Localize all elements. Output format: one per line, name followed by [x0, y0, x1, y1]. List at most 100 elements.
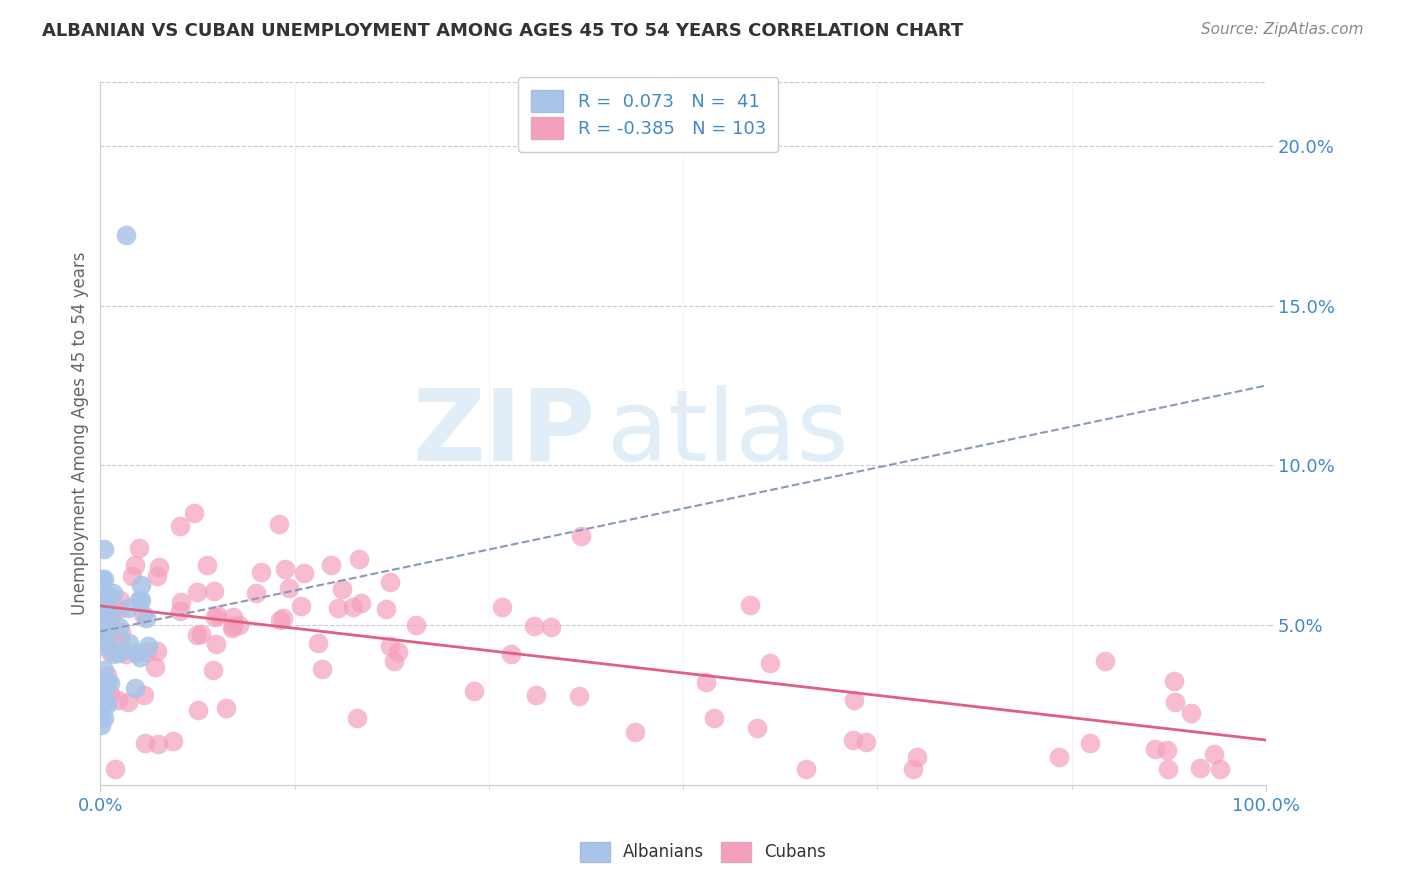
Point [108, 646, 131, 660]
Point [90, 698, 112, 713]
Point [90, 614, 112, 628]
Legend: Albanians, Cubans: Albanians, Cubans [571, 833, 835, 871]
Point [311, 662, 333, 676]
Point [146, 643, 169, 657]
Point [101, 647, 124, 661]
Point [1047, 750, 1070, 764]
Point [117, 601, 139, 615]
Point [90, 638, 112, 652]
Text: ZIP: ZIP [413, 385, 596, 482]
Point [501, 647, 523, 661]
Point [94, 600, 117, 615]
Point [375, 601, 398, 615]
Point [330, 582, 353, 596]
Point [215, 701, 238, 715]
Point [128, 592, 150, 607]
Point [134, 736, 156, 750]
Point [1157, 762, 1180, 776]
Point [101, 585, 124, 599]
Point [135, 645, 157, 659]
Point [278, 582, 301, 596]
Point [104, 762, 127, 776]
Point [186, 585, 208, 599]
Point [347, 551, 370, 566]
Point [93, 663, 115, 677]
Point [202, 583, 225, 598]
Point [274, 562, 297, 576]
Point [526, 689, 548, 703]
Point [267, 517, 290, 532]
Point [201, 663, 224, 677]
Point [378, 575, 401, 590]
Point [346, 711, 368, 725]
Point [143, 659, 166, 673]
Point [129, 650, 152, 665]
Point [93, 622, 115, 636]
Point [842, 733, 865, 747]
Point [794, 762, 817, 776]
Point [183, 506, 205, 520]
Point [1078, 736, 1101, 750]
Point [90, 578, 112, 592]
Point [271, 611, 294, 625]
Point [1094, 654, 1116, 668]
Point [110, 625, 132, 640]
Point [96, 668, 118, 682]
Point [96, 600, 118, 615]
Point [245, 586, 267, 600]
Point [1189, 761, 1212, 775]
Point [100, 610, 122, 624]
Point [405, 618, 427, 632]
Point [90, 683, 112, 698]
Point [747, 721, 769, 735]
Point [90, 710, 112, 724]
Point [222, 619, 245, 633]
Point [463, 684, 485, 698]
Point [121, 569, 143, 583]
Point [94, 616, 117, 631]
Point [93, 693, 115, 707]
Point [169, 519, 191, 533]
Point [97, 636, 120, 650]
Point [249, 565, 271, 579]
Point [124, 558, 146, 572]
Point [319, 558, 342, 573]
Point [568, 689, 591, 703]
Point [540, 620, 562, 634]
Point [98, 687, 121, 701]
Point [342, 600, 364, 615]
Point [740, 599, 762, 613]
Point [292, 566, 315, 581]
Point [350, 596, 373, 610]
Point [146, 737, 169, 751]
Point [1164, 694, 1187, 708]
Point [136, 640, 159, 654]
Point [170, 595, 193, 609]
Point [491, 600, 513, 615]
Point [842, 693, 865, 707]
Point [108, 620, 131, 634]
Point [186, 703, 208, 717]
Point [695, 674, 717, 689]
Point [1202, 747, 1225, 762]
Point [128, 541, 150, 556]
Point [523, 618, 546, 632]
Point [145, 569, 167, 583]
Point [382, 654, 405, 668]
Point [132, 688, 155, 702]
Point [1209, 762, 1232, 776]
Y-axis label: Unemployment Among Ages 45 to 54 years: Unemployment Among Ages 45 to 54 years [72, 252, 89, 615]
Point [1144, 742, 1167, 756]
Point [624, 724, 647, 739]
Text: atlas: atlas [607, 385, 849, 482]
Point [1180, 706, 1202, 721]
Point [131, 578, 153, 592]
Point [107, 692, 129, 706]
Point [124, 681, 146, 696]
Point [186, 628, 208, 642]
Point [269, 613, 291, 627]
Point [135, 610, 157, 624]
Point [90, 572, 112, 586]
Point [290, 599, 312, 613]
Text: ALBANIAN VS CUBAN UNEMPLOYMENT AMONG AGES 45 TO 54 YEARS CORRELATION CHART: ALBANIAN VS CUBAN UNEMPLOYMENT AMONG AGE… [42, 22, 963, 40]
